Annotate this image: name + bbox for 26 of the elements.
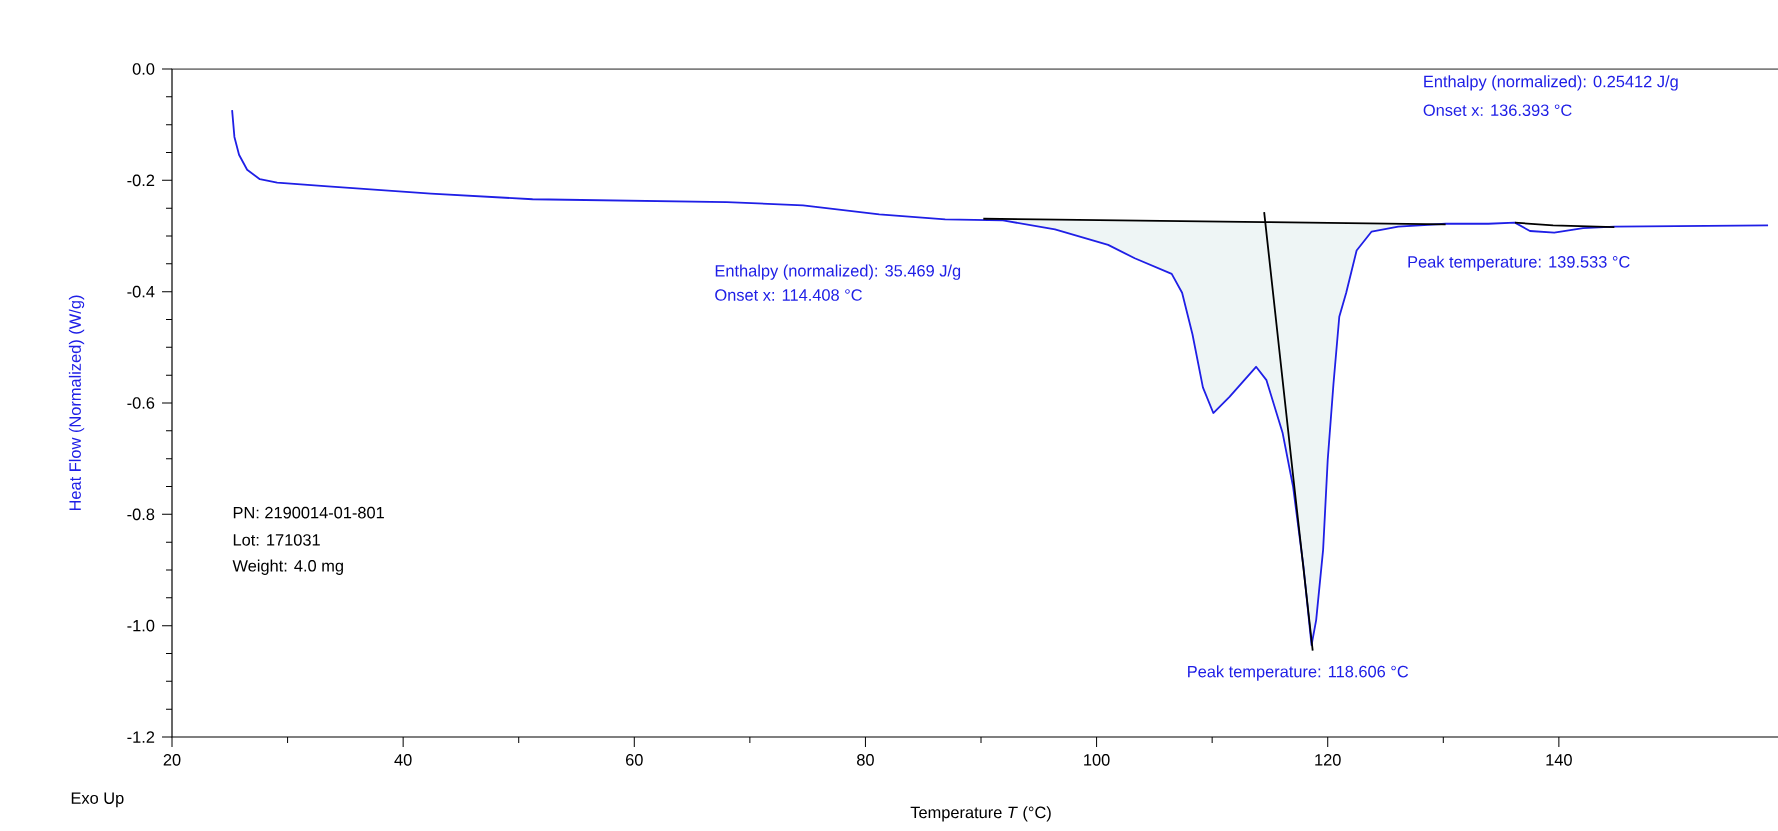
x-tick-label: 60: [626, 754, 643, 766]
annotation: Lot: 171031: [233, 534, 320, 546]
y-tick-label: -1.0: [127, 619, 155, 632]
x-tick-label: 80: [857, 754, 874, 766]
y-tick-label: -0.2: [127, 174, 155, 187]
x-tick-label: 120: [1315, 754, 1341, 766]
x-tick-label: 140: [1546, 754, 1572, 766]
y-axis-title: Heat Flow (Normalized) (W/g): [68, 295, 85, 511]
x-tick-label: 20: [163, 754, 181, 766]
annotation: Peak temperature: 139.533 °C: [1408, 255, 1630, 271]
annotation: Enthalpy (normalized): 0.25412 J/g: [1424, 75, 1678, 91]
annotation: Enthalpy (normalized): 35.469 J/g: [715, 264, 961, 280]
annotation: Onset x: 114.408 °C: [715, 289, 862, 301]
text: Exo Up: [71, 792, 124, 808]
x-tick-label: 40: [394, 754, 412, 766]
y-tick-label: -0.6: [127, 397, 155, 409]
y-tick-label: -0.8: [127, 508, 155, 521]
annotation: Peak temperature: 118.606 °C: [1188, 665, 1409, 681]
x-tick-label: 100: [1084, 754, 1110, 766]
annotation: Weight: 4.0 mg: [232, 559, 343, 575]
annotation: PN: 2190014-01-801: [233, 506, 384, 519]
y-tick-label: -1.2: [127, 731, 155, 743]
y-tick-label: 0.0: [132, 63, 155, 75]
y-tick-label: -0.4: [127, 285, 155, 298]
annotation: Onset x: 136.393 °C: [1423, 104, 1572, 116]
x-axis-title: Temperature T (°C): [910, 806, 1051, 822]
